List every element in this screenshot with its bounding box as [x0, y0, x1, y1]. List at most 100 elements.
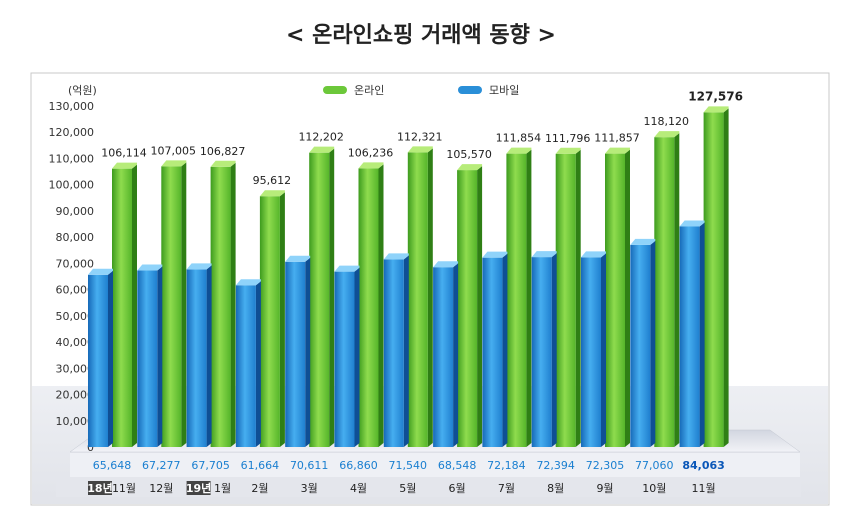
- bar-front-face: [137, 270, 158, 447]
- x-tick-label: 12월: [149, 482, 173, 495]
- bar-front-face: [309, 152, 330, 447]
- y-tick-label: 110,000: [49, 152, 95, 165]
- bars: 106,114 65,648 107,005 67,277 106,827 67,705 9…: [88, 89, 743, 472]
- x-tick-label: 2월: [251, 482, 268, 495]
- y-tick-label: 70,000: [56, 257, 95, 270]
- x-tick-label: 7월: [498, 482, 515, 495]
- x-axis: 18년 11월 12월 19년 1월 2월 3월 4월 5월 6월 7월 8월 9월 10월 11월: [56, 479, 801, 497]
- bar-top-cap: [531, 251, 557, 258]
- bar-front-face: [334, 271, 355, 447]
- online-bar: [309, 146, 335, 447]
- bar-front-face: [259, 196, 280, 447]
- online-bar: [555, 147, 581, 447]
- bar-front-face: [482, 257, 503, 447]
- bar-side-face: [255, 281, 261, 447]
- bar-front-face: [555, 153, 576, 447]
- online-value-label: 111,854: [496, 132, 542, 145]
- bar-top-cap: [186, 263, 212, 270]
- bar-top-cap: [161, 160, 187, 167]
- mobile-bar: [630, 238, 656, 447]
- y-axis: 0 10,000 20,000 30,000 40,000 50,000 60,000 70,…: [49, 100, 95, 454]
- mobile-value-label: 71,540: [389, 459, 428, 472]
- online-value-label: 106,114: [101, 147, 147, 160]
- bar-side-face: [502, 253, 508, 447]
- bar-top-cap: [235, 279, 261, 286]
- mobile-bar: [679, 220, 705, 447]
- bar-front-face: [235, 285, 256, 447]
- x-tick-label: 11월: [112, 482, 136, 495]
- bar-side-face: [230, 162, 236, 448]
- year-tag-label: 18년: [87, 481, 112, 495]
- bar-front-face: [679, 226, 700, 447]
- mobile-bar: [88, 268, 113, 447]
- y-tick-label: 50,000: [56, 310, 95, 323]
- year-tag-box: [186, 481, 211, 495]
- bar-top-cap: [407, 146, 433, 153]
- mobile-value-label: 68,548: [438, 459, 477, 472]
- bar-side-face: [551, 253, 557, 447]
- bar-top-cap: [433, 261, 459, 268]
- legend-label-mobile: 모바일: [489, 83, 519, 97]
- online-value-label: 112,202: [298, 131, 344, 144]
- x-tick-label: 1월: [214, 482, 231, 495]
- bar-top-cap: [358, 162, 384, 169]
- online-value-label: 95,612: [253, 174, 292, 187]
- online-value-label: 112,321: [397, 130, 443, 143]
- y-tick-label: 130,000: [49, 100, 95, 113]
- bar-front-face: [654, 137, 675, 447]
- y-tick-label: 120,000: [49, 126, 95, 139]
- mobile-bar: [285, 255, 311, 447]
- bar-top-cap: [630, 238, 656, 245]
- year-tag-label: 19년: [186, 481, 211, 495]
- bar-top-cap: [457, 164, 483, 171]
- x-axis-band: [56, 479, 801, 497]
- mobile-bar: [531, 251, 557, 447]
- bar-top-cap: [210, 160, 236, 167]
- online-value-label: 105,570: [446, 148, 492, 161]
- chart-title: < 온라인쇼핑 거래액 동향 >: [286, 23, 556, 48]
- mobile-value-label: 72,394: [536, 459, 575, 472]
- bar-side-face: [526, 149, 532, 447]
- bar-front-face: [88, 274, 108, 447]
- bar-top-cap: [555, 147, 581, 154]
- bar-top-cap: [654, 131, 680, 138]
- bar-top-cap: [112, 162, 137, 169]
- x-tick-label: 3월: [301, 482, 318, 495]
- bar-front-face: [605, 153, 625, 447]
- mobile-bar: [186, 263, 212, 447]
- mobile-value-label: 72,184: [487, 459, 526, 472]
- online-bar: [506, 147, 532, 447]
- bar-front-face: [358, 168, 379, 448]
- online-bar: [161, 160, 187, 447]
- mobile-bar: [235, 279, 261, 447]
- online-bar: [605, 147, 630, 447]
- bar-side-face: [378, 164, 384, 448]
- mobile-value-label: 67,277: [142, 459, 181, 472]
- bar-front-face: [383, 259, 404, 447]
- x-tick-label: 5월: [399, 482, 416, 495]
- online-value-label: 106,827: [200, 145, 246, 158]
- online-bar: [210, 160, 236, 448]
- legend-swatch-mobile: [458, 86, 482, 94]
- bar-side-face: [329, 148, 335, 447]
- online-bar: [654, 131, 680, 447]
- bar-front-face: [407, 152, 428, 447]
- bar-front-face: [210, 166, 231, 448]
- y-axis-unit: (억원): [68, 84, 97, 97]
- x-tick-label: 4월: [350, 482, 367, 495]
- y-tick-label: 90,000: [56, 205, 95, 218]
- y-tick-label: 60,000: [56, 284, 95, 297]
- online-bar: [112, 162, 137, 447]
- year-tag-box: [88, 481, 112, 495]
- bar-side-face: [650, 240, 656, 447]
- y-tick-label: 20,000: [56, 389, 95, 402]
- online-value-label: 106,236: [348, 146, 394, 159]
- bar-front-face: [457, 170, 478, 447]
- bar-side-face: [279, 192, 285, 447]
- bar-side-face: [601, 253, 606, 447]
- mobile-value-label: 70,611: [290, 459, 329, 472]
- bar-top-cap: [383, 253, 409, 260]
- mobile-bar: [433, 261, 459, 447]
- x-tick-label: 6월: [449, 482, 466, 495]
